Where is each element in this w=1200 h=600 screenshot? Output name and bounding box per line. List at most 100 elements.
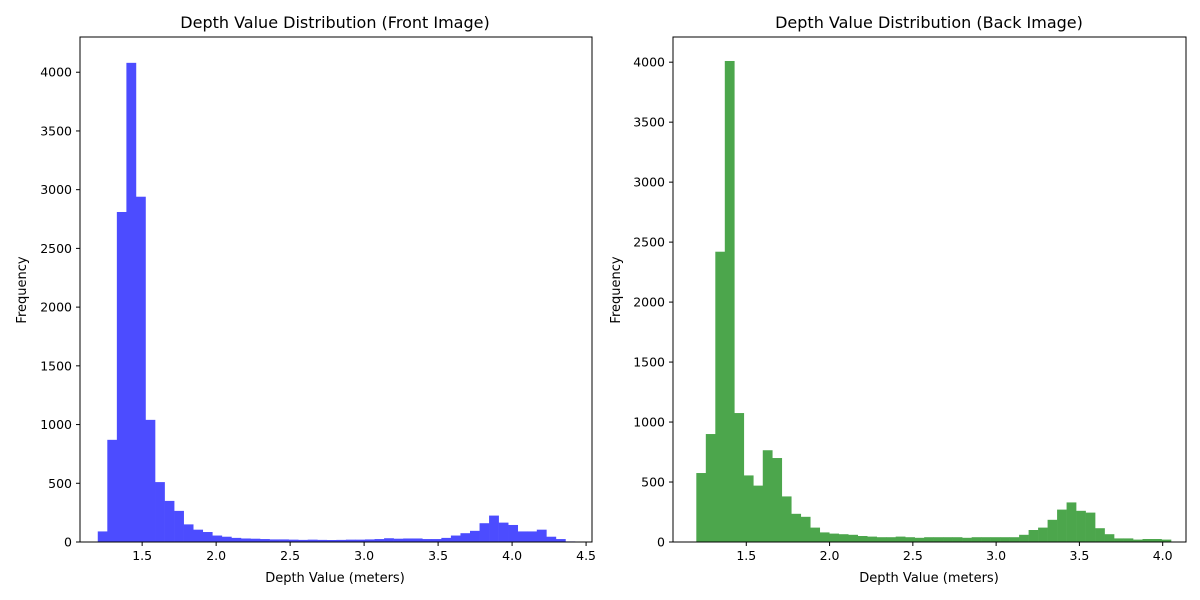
histogram-bars bbox=[97, 62, 576, 543]
histogram-bar bbox=[1095, 528, 1105, 542]
x-tick-label: 3.5 bbox=[428, 548, 448, 563]
histogram-bar bbox=[1161, 539, 1172, 542]
y-tick-label: 1500 bbox=[40, 358, 72, 373]
histogram-bar bbox=[221, 536, 232, 542]
histogram-bar bbox=[715, 251, 726, 542]
x-tick-label: 2.0 bbox=[206, 548, 226, 563]
histogram-bar bbox=[1085, 512, 1096, 542]
histogram-bar bbox=[174, 510, 184, 542]
y-tick-label: 2500 bbox=[633, 235, 665, 250]
y-tick-label: 0 bbox=[657, 535, 665, 550]
histogram-bar bbox=[183, 524, 194, 542]
histogram-bar bbox=[1142, 539, 1153, 542]
back-image-histogram: Depth Value Distribution (Back Image) De… bbox=[609, 13, 1187, 586]
y-tick-label: 1000 bbox=[633, 415, 665, 430]
histogram-bar bbox=[422, 539, 433, 542]
histogram-bar bbox=[981, 537, 991, 542]
histogram-bar bbox=[307, 539, 318, 542]
histogram-bar bbox=[1104, 534, 1115, 542]
histogram-bar bbox=[990, 537, 1001, 542]
x-tick-label: 1.5 bbox=[132, 548, 152, 563]
histogram-bar bbox=[107, 439, 118, 542]
histogram-bar bbox=[527, 531, 538, 542]
histogram-bar bbox=[489, 515, 499, 542]
histogram-bar bbox=[365, 539, 375, 542]
histogram-bar bbox=[393, 538, 404, 542]
x-tick-label: 2.5 bbox=[280, 548, 300, 563]
histogram-bar bbox=[317, 539, 328, 542]
histogram-bar bbox=[126, 62, 137, 543]
histogram-bar bbox=[914, 537, 925, 542]
histogram-bar bbox=[1000, 537, 1010, 542]
histogram-bar bbox=[924, 537, 934, 542]
histogram-bar bbox=[1133, 539, 1143, 542]
plot-frame bbox=[79, 36, 593, 543]
histogram-bar bbox=[867, 536, 877, 542]
histogram-bar bbox=[838, 534, 849, 542]
x-tick-label: 2.5 bbox=[903, 548, 923, 563]
y-axis-label: Frequency bbox=[15, 256, 30, 323]
histogram-bar bbox=[933, 537, 944, 542]
histogram-bar bbox=[829, 533, 840, 542]
histogram-bar bbox=[1066, 502, 1077, 542]
histogram-bar bbox=[231, 537, 242, 542]
histogram-bar bbox=[734, 413, 745, 542]
histogram-bar bbox=[460, 533, 471, 542]
histogram-bar bbox=[508, 524, 519, 542]
histogram-bar bbox=[288, 539, 299, 542]
histogram-bar bbox=[1038, 527, 1048, 542]
y-tick-label: 3000 bbox=[633, 175, 665, 190]
histogram-bar bbox=[895, 536, 906, 542]
histogram-bar bbox=[164, 500, 175, 542]
histogram-bar bbox=[1123, 538, 1134, 542]
y-tick-label: 4000 bbox=[633, 55, 665, 70]
x-tick-label: 3.0 bbox=[354, 548, 374, 563]
histogram-bar bbox=[696, 473, 707, 542]
histogram-bar bbox=[431, 539, 442, 542]
x-tick-label: 1.5 bbox=[736, 548, 756, 563]
histogram-bar bbox=[279, 539, 289, 542]
histogram-bar bbox=[772, 458, 783, 542]
y-tick-label: 1000 bbox=[40, 417, 72, 432]
histogram-bar bbox=[848, 534, 859, 542]
histogram-bars bbox=[696, 60, 1172, 543]
histogram-bar bbox=[753, 485, 764, 542]
histogram-bar bbox=[202, 532, 213, 542]
histogram-bar bbox=[450, 535, 461, 542]
histogram-bar bbox=[260, 539, 270, 542]
histogram-bar bbox=[298, 539, 309, 542]
histogram-bar bbox=[498, 522, 509, 542]
y-tick-label: 2000 bbox=[633, 295, 665, 310]
y-tick-label: 2500 bbox=[40, 241, 72, 256]
x-tick-label: 4.0 bbox=[1153, 548, 1173, 563]
histogram-bar bbox=[469, 530, 480, 542]
y-tick-label: 4000 bbox=[40, 65, 72, 80]
histogram-bar bbox=[791, 513, 802, 542]
histogram-bar bbox=[724, 60, 735, 543]
histogram-bar bbox=[1009, 537, 1020, 542]
y-tick-label: 3500 bbox=[40, 123, 72, 138]
histogram-bar bbox=[412, 538, 423, 542]
histogram-bar bbox=[1057, 509, 1067, 542]
histogram-bar bbox=[403, 538, 414, 542]
histogram-bar bbox=[135, 196, 146, 542]
histogram-bar bbox=[1076, 510, 1086, 542]
y-tick-label: 1500 bbox=[633, 355, 665, 370]
histogram-bar bbox=[555, 539, 566, 542]
histogram-bar bbox=[962, 537, 972, 542]
histogram-bar bbox=[971, 537, 982, 542]
histogram-bar bbox=[705, 434, 716, 542]
histogram-bar bbox=[336, 539, 347, 542]
x-axis-label: Depth Value (meters) bbox=[265, 571, 405, 586]
y-tick-label: 3500 bbox=[633, 115, 665, 130]
x-axis-label: Depth Value (meters) bbox=[859, 571, 999, 586]
histogram-bar bbox=[145, 419, 156, 542]
histogram-bar bbox=[1047, 519, 1058, 542]
y-tick-label: 500 bbox=[48, 476, 72, 491]
histogram-bar bbox=[886, 537, 896, 542]
histogram-bar bbox=[250, 538, 261, 542]
histogram-bar bbox=[326, 540, 337, 542]
histogram-bar bbox=[269, 539, 280, 542]
y-tick-label: 3000 bbox=[40, 182, 72, 197]
histogram-bar bbox=[762, 450, 773, 542]
